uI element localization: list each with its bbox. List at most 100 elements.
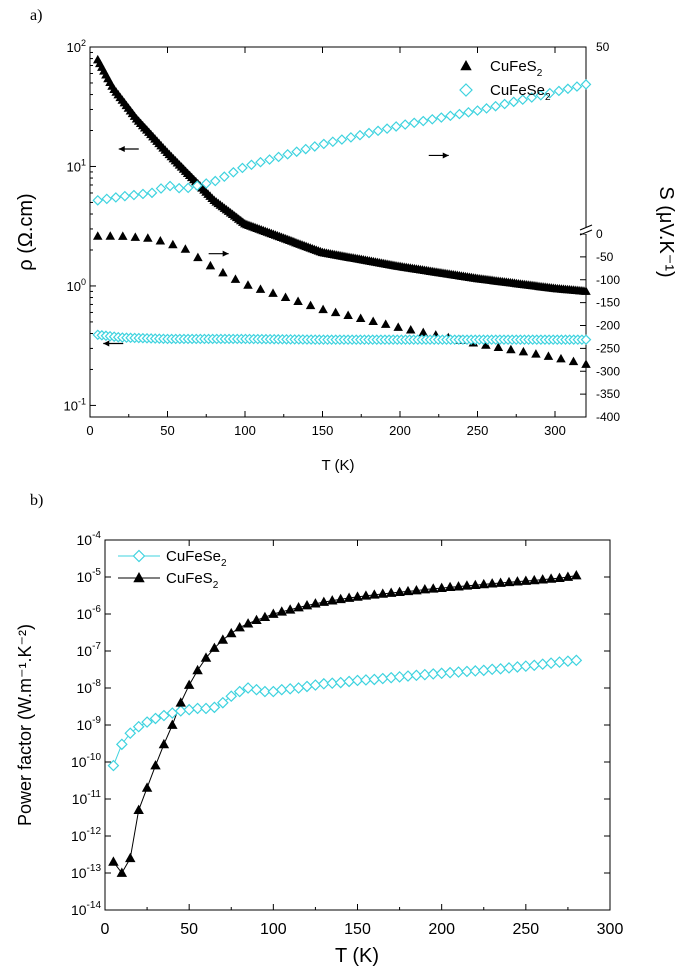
chart-b-point-cufese2 [511, 661, 524, 673]
chart-b-point-cufese2 [225, 690, 238, 703]
chart-a-point-cufes2-seebeck [230, 274, 241, 283]
chart-b-point-cufese2 [427, 668, 440, 680]
chart-a-point-cufese2-seebeck [354, 129, 366, 141]
chart-a-point-cufese2-seebeck [228, 166, 239, 178]
chart-a-point-cufese2-seebeck [526, 92, 538, 103]
chart-a-point-cufese2-seebeck [209, 175, 221, 187]
chart-b-point-cufes2 [419, 583, 431, 594]
chart-b-point-cufese2 [402, 670, 414, 682]
chart-a-point-cufese2-seebeck [137, 188, 149, 200]
chart-a-point-cufese2-seebeck [92, 194, 104, 206]
chart-a-point-cufese2-seebeck [435, 112, 447, 123]
chart-b-x-tick-label: 300 [597, 921, 624, 938]
chart-a-point-cufese2-seebeck [390, 121, 402, 132]
chart-a-point-cufes2-seebeck [393, 322, 403, 331]
chart-a-point-cufes2-seebeck [118, 231, 128, 240]
chart-b-point-cufese2 [503, 662, 515, 674]
chart-a-y-left-tick-label: 101 [67, 157, 86, 174]
chart-a-point-cufese2-seebeck [553, 85, 565, 97]
chart-b-point-cufes2 [369, 589, 380, 599]
chart-a-x-tick-label: 300 [544, 423, 566, 438]
chart-b-point-cufese2 [553, 656, 566, 668]
chart-a-point-cufes2-seebeck [343, 310, 353, 320]
chart-b-point-cufes2 [545, 573, 557, 583]
chart-a-point-cufese2-seebeck [101, 193, 113, 205]
chart-b-point-cufes2 [327, 595, 338, 605]
chart-a-point-cufes2-seebeck [168, 239, 178, 249]
chart-a-point-cufese2-seebeck [372, 125, 384, 137]
chart-b-point-cufese2 [317, 677, 330, 690]
chart-a-point-cufese2-seebeck [544, 87, 556, 99]
chart-b-point-cufese2 [124, 727, 137, 740]
chart-a-point-cufese2-seebeck [426, 113, 438, 125]
chart-b-point-cufes2 [108, 856, 119, 866]
chart-a-point-cufes2-seebeck [130, 232, 141, 241]
chart-a-point-cufese2-seebeck [345, 132, 357, 143]
chart-a-point-cufes2-seebeck [568, 356, 579, 366]
chart-b-point-cufese2 [570, 654, 583, 667]
chart-a-axis-break-mark [579, 229, 593, 236]
chart-a-arrow-head [442, 152, 449, 159]
chart-a-point-cufese2-seebeck [146, 187, 158, 199]
chart-b-point-cufes2 [411, 585, 422, 595]
chart-a-point-cufese2-seebeck [363, 127, 375, 139]
chart-a-legend-marker-triangle [460, 60, 472, 71]
chart-b-point-cufes2 [167, 719, 178, 729]
chart-b-point-cufese2 [435, 667, 448, 680]
chart-b-x-tick-label: 150 [344, 921, 371, 938]
chart-b: 0 50 100 150 200 250 300 10-14 10-13 10-12 10-11 10… [15, 530, 623, 967]
chart-b-point-cufese2 [115, 738, 128, 751]
chart-b-point-cufese2 [242, 682, 254, 694]
chart-b-x-tick-label: 200 [428, 921, 455, 938]
chart-b-point-cufes2 [537, 574, 548, 584]
chart-a-point-cufese2-resistivity [580, 334, 592, 346]
chart-b-point-cufes2 [200, 652, 212, 662]
chart-a-y-left-tick-label: 102 [67, 38, 86, 55]
chart-a-legend-label: CuFeS2 [490, 58, 543, 79]
chart-a-point-cufese2-seebeck [517, 94, 529, 106]
chart-a-point-cufese2-seebeck [155, 183, 167, 194]
chart-b-point-cufese2 [418, 668, 431, 681]
chart-a-point-cufes2-seebeck [318, 304, 328, 314]
chart-b-point-cufes2 [125, 852, 136, 863]
chart-a-point-cufese2-seebeck [173, 182, 185, 194]
chart-b-point-cufes2 [478, 578, 489, 589]
chart-a-point-cufes2-seebeck [418, 327, 428, 337]
chart-b-y-tick-label: 10-9 [77, 715, 102, 733]
chart-a: 0 50 100 150 200 250 300 10-1 100 101 102 50 0 -50 -10… [15, 38, 677, 474]
chart-a-point-cufese2-seebeck [445, 110, 456, 122]
chart-a-point-cufese2-seebeck [291, 146, 303, 158]
chart-a-axis-break-gap [583, 228, 591, 234]
chart-a-point-cufese2-seebeck [128, 189, 140, 201]
chart-b-point-cufes2 [436, 582, 447, 592]
chart-b-point-cufese2 [343, 675, 355, 688]
chart-a-y-left-tick-label: 10-1 [64, 396, 86, 413]
chart-b-series-line-cufes2 [113, 574, 577, 874]
chart-b-point-cufes2 [470, 579, 481, 590]
chart-b-y-tick-label: 10-14 [71, 900, 101, 918]
chart-b-point-cufes2 [352, 591, 363, 601]
chart-a-point-cufes2-seebeck [506, 344, 516, 354]
chart-a-point-cufese2-seebeck [237, 162, 248, 174]
chart-b-point-cufes2 [461, 580, 473, 590]
chart-a-point-cufese2-seebeck [481, 103, 492, 114]
chart-b-point-cufese2 [216, 696, 229, 709]
chart-b-point-cufese2 [301, 680, 313, 693]
chart-b-y-tick-label: 10-10 [71, 752, 101, 770]
chart-b-point-cufes2 [486, 578, 498, 588]
panel-b-label: b) [30, 492, 43, 509]
chart-b-point-cufese2 [292, 682, 305, 694]
chart-a-point-cufes2-seebeck [581, 359, 591, 368]
chart-a-point-cufes2-resistivity [581, 286, 591, 295]
chart-b-point-cufese2 [132, 720, 145, 733]
chart-b-point-cufese2 [250, 683, 263, 696]
chart-b-point-cufes2 [293, 601, 304, 612]
chart-a-point-cufese2-seebeck [264, 154, 275, 165]
chart-b-point-cufes2 [512, 576, 523, 586]
chart-b-point-cufes2 [495, 577, 506, 587]
chart-b-point-cufese2 [461, 665, 473, 678]
chart-a-point-cufes2-seebeck [243, 280, 253, 289]
chart-b-point-cufese2 [275, 683, 288, 696]
chart-b-point-cufese2 [469, 665, 482, 677]
chart-b-point-cufes2 [242, 618, 254, 628]
